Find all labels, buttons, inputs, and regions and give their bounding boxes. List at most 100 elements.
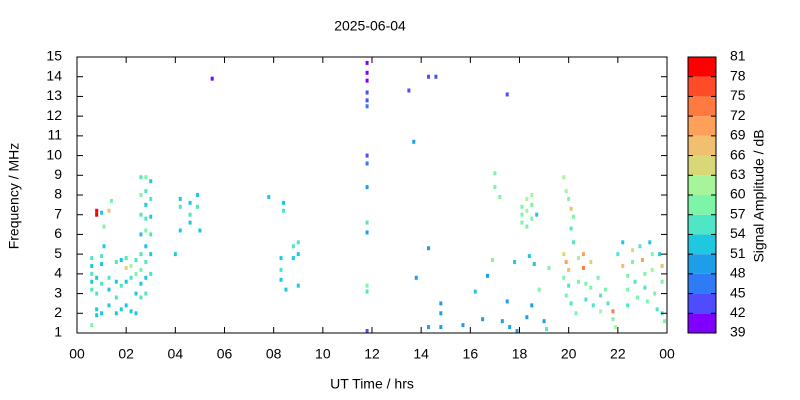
- data-cell: [279, 277, 283, 282]
- data-cell: [613, 325, 617, 330]
- data-cell: [434, 74, 438, 79]
- data-cell: [365, 60, 369, 65]
- data-cell: [102, 244, 106, 249]
- y-tick-label: 12: [46, 107, 62, 123]
- data-cell: [365, 283, 369, 288]
- data-cell: [562, 275, 566, 280]
- data-cell: [530, 303, 534, 308]
- data-cell: [144, 175, 148, 180]
- data-cell: [365, 104, 369, 109]
- data-cell: [114, 279, 118, 284]
- chart-title: 2025-06-04: [334, 18, 406, 34]
- colorbar-band: [688, 175, 716, 195]
- data-cell: [604, 287, 608, 292]
- data-cell: [508, 325, 512, 330]
- data-cell: [149, 232, 153, 237]
- data-cell: [412, 139, 416, 144]
- data-cell: [129, 263, 133, 268]
- data-cell: [567, 267, 571, 272]
- data-cell: [520, 204, 524, 209]
- data-cell: [195, 193, 199, 197]
- data-cell: [144, 291, 148, 296]
- data-cell: [650, 267, 654, 272]
- data-cell: [95, 291, 99, 296]
- data-cell: [149, 214, 153, 219]
- data-cell: [493, 185, 497, 190]
- y-tick-label: 13: [46, 87, 62, 103]
- data-cell: [427, 246, 431, 251]
- data-cell: [107, 275, 111, 280]
- data-cell: [461, 323, 465, 328]
- y-tick-label: 10: [46, 146, 62, 162]
- y-tick-label: 8: [54, 186, 62, 202]
- colorbar-band: [688, 155, 716, 176]
- data-cell: [149, 179, 153, 184]
- data-cell: [296, 252, 300, 257]
- data-cell: [520, 220, 524, 225]
- data-cell: [427, 325, 431, 330]
- data-cell: [134, 311, 138, 316]
- data-cell: [564, 293, 568, 298]
- data-cell: [149, 252, 153, 257]
- data-cell: [439, 311, 443, 316]
- colorbar-band: [688, 116, 716, 136]
- colorbar-tick-label: 75: [730, 87, 746, 103]
- data-cell: [577, 256, 580, 261]
- colorbar-tick-label: 81: [730, 48, 746, 64]
- data-cell: [577, 279, 580, 284]
- colorbar-tick-label: 69: [730, 127, 746, 143]
- x-tick-label: 16: [463, 346, 479, 362]
- x-tick-label: 12: [364, 346, 380, 362]
- data-cell: [498, 194, 502, 199]
- data-cell: [520, 212, 524, 217]
- data-cell: [100, 254, 104, 259]
- colorbar-tick-label: 63: [730, 166, 746, 182]
- data-cell: [107, 287, 111, 292]
- data-cell: [650, 252, 654, 257]
- data-cell: [626, 287, 630, 292]
- data-cell: [574, 311, 578, 316]
- y-tick-label: 4: [54, 265, 62, 281]
- data-cell: [149, 196, 153, 201]
- data-cell: [599, 309, 603, 314]
- colorbar-tick-label: 57: [730, 205, 746, 221]
- data-cell: [660, 263, 664, 268]
- y-tick-label: 15: [46, 48, 62, 64]
- colorbar-tick-label: 72: [730, 107, 746, 123]
- data-cell: [584, 297, 588, 302]
- data-cell: [505, 92, 509, 97]
- data-cell: [279, 267, 283, 272]
- data-cell: [505, 299, 509, 304]
- data-cell: [296, 240, 300, 245]
- x-tick-label: 22: [610, 346, 626, 362]
- data-cell: [124, 265, 128, 270]
- data-cell: [631, 248, 635, 253]
- data-cell: [515, 329, 519, 334]
- data-cell: [107, 208, 111, 213]
- x-tick-label: 00: [659, 346, 675, 362]
- data-cell: [90, 263, 94, 268]
- data-cell: [653, 291, 657, 296]
- data-cell: [114, 311, 118, 316]
- colorbar-tick-label: 48: [730, 265, 746, 281]
- data-cell: [178, 228, 182, 233]
- data-cell: [102, 224, 106, 229]
- data-cell: [486, 273, 490, 278]
- data-cell: [90, 279, 94, 284]
- data-cell: [532, 262, 536, 266]
- x-axis-label: UT Time / hrs: [330, 376, 414, 392]
- x-tick-label: 20: [561, 346, 577, 362]
- data-cell: [589, 285, 593, 290]
- data-cell: [119, 307, 123, 312]
- x-tick-label: 06: [217, 346, 233, 362]
- data-cell: [638, 244, 642, 249]
- data-cell: [100, 210, 104, 215]
- data-cell: [621, 240, 625, 245]
- data-cell: [139, 281, 143, 286]
- data-cell: [537, 287, 541, 292]
- data-cell: [621, 263, 625, 268]
- data-cell: [134, 271, 138, 276]
- data-cell: [569, 206, 573, 211]
- data-cell: [279, 256, 283, 261]
- data-cell: [188, 220, 192, 225]
